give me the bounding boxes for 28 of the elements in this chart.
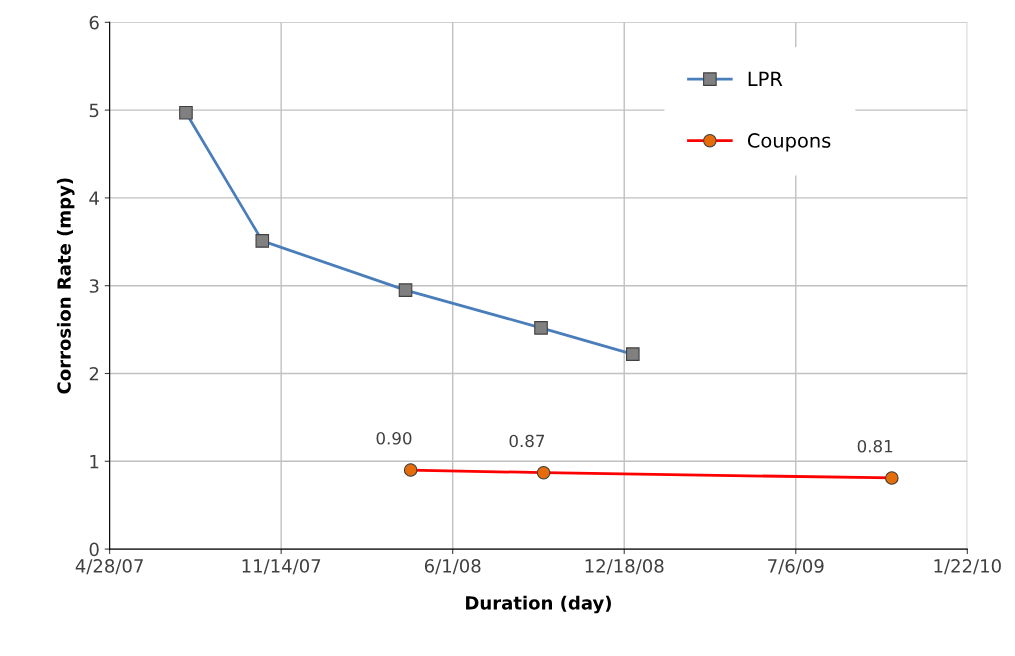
x-tick-label: 12/18/08 [585,559,664,575]
point [398,283,413,297]
point [536,465,551,480]
y-axis-title: Corrosion Rate (mpy) [56,178,75,394]
x-axis-title: Duration (day) [466,595,611,614]
x-tick-label: 4/28/07 [75,559,143,575]
y-tick-label: 4 [89,191,99,205]
data-label: 0.87 [509,434,545,448]
legend-label: Coupons [747,133,831,152]
y-tick-label: 3 [89,279,99,293]
y-tick-label: 2 [89,366,99,381]
y-tick-label: 0 [89,542,99,557]
point [885,471,899,485]
x-tick-label: 7/6/09 [768,559,824,575]
point [534,321,548,335]
point [179,105,193,120]
y-tick-label: 5 [89,103,99,118]
point [255,234,270,248]
data-label: 0.90 [376,432,412,445]
x-tick-label: 1/22/10 [934,559,1001,575]
legend-label: LPR [748,71,783,86]
data-label: 0.81 [857,439,893,453]
y-tick-label: 6 [89,15,99,30]
point [625,347,640,361]
point [403,463,418,477]
x-tick-label: 6/1/08 [424,559,481,575]
y-tick-label: 1 [90,454,99,469]
x-tick-label: 11/14/07 [242,559,321,575]
